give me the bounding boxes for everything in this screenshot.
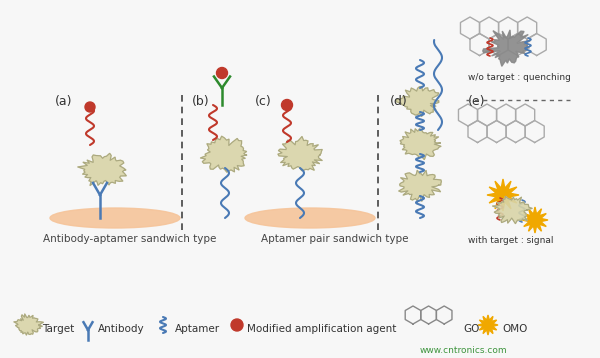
Text: with target : signal: with target : signal: [468, 236, 554, 245]
Polygon shape: [493, 196, 532, 224]
Polygon shape: [487, 179, 519, 211]
Circle shape: [217, 68, 227, 78]
Polygon shape: [399, 170, 442, 201]
Text: (b): (b): [192, 95, 209, 108]
Text: (e): (e): [468, 95, 485, 108]
Polygon shape: [400, 129, 441, 160]
Text: Aptamer pair sandwich type: Aptamer pair sandwich type: [261, 234, 409, 244]
Polygon shape: [522, 207, 548, 233]
Ellipse shape: [245, 208, 375, 228]
Polygon shape: [78, 153, 127, 185]
Text: Aptamer: Aptamer: [175, 324, 220, 334]
Text: GO: GO: [463, 324, 479, 334]
Ellipse shape: [50, 208, 180, 228]
Circle shape: [85, 102, 95, 112]
Text: (a): (a): [55, 95, 73, 108]
Text: www.cntronics.com: www.cntronics.com: [420, 346, 508, 355]
Polygon shape: [278, 136, 322, 171]
Text: OMO: OMO: [502, 324, 527, 334]
Polygon shape: [478, 315, 498, 335]
Polygon shape: [395, 87, 439, 116]
Text: (d): (d): [390, 95, 408, 108]
Text: (c): (c): [255, 95, 272, 108]
Polygon shape: [200, 136, 247, 172]
Text: Antibody-aptamer sandwich type: Antibody-aptamer sandwich type: [43, 234, 217, 244]
Text: Antibody: Antibody: [98, 324, 145, 334]
Text: Modified amplification agent: Modified amplification agent: [247, 324, 397, 334]
Text: Target: Target: [42, 324, 74, 334]
Circle shape: [231, 319, 243, 331]
Polygon shape: [14, 314, 43, 335]
Polygon shape: [483, 30, 530, 66]
Circle shape: [281, 100, 293, 111]
Text: w/o target : quenching: w/o target : quenching: [468, 73, 571, 82]
